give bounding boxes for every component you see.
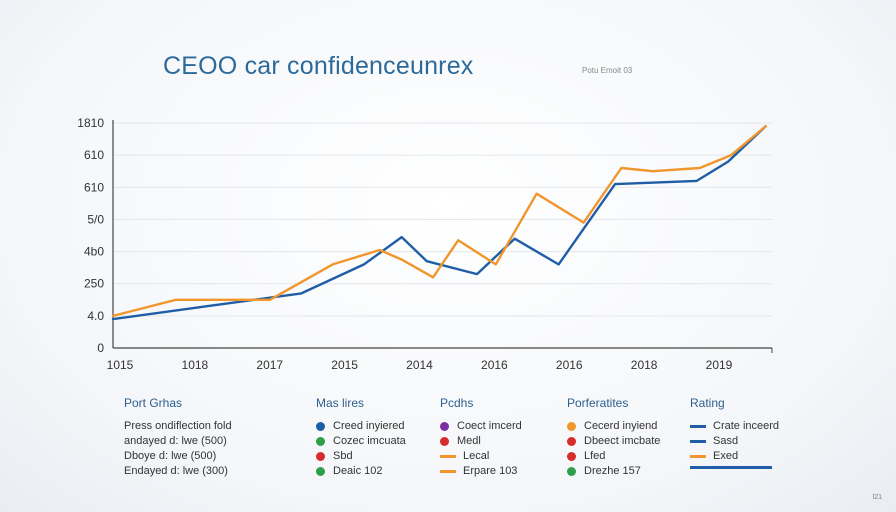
legend-item: Cecerd inyiend (567, 419, 660, 434)
legend-dot-icon (567, 437, 576, 446)
legend-item-label: Sasd (713, 435, 739, 447)
legend-column-header: Rating (690, 396, 725, 410)
y-tick-label: 250 (84, 277, 104, 291)
legend-item: Endayed d: lwe (300) (124, 464, 232, 479)
legend-item-label: Drezhe 157 (584, 465, 641, 477)
series-line-2 (111, 124, 767, 318)
legend-item: Coect imcerd (440, 419, 522, 434)
legend-item: Erpare 103 (440, 464, 522, 479)
legend-line-icon (440, 455, 456, 458)
chart-title: CEOO car confidenceunrex (163, 52, 474, 80)
legend-item-label: Sbd (333, 450, 353, 462)
legend-dot-icon (316, 452, 325, 461)
legend-item-label: andayed d: lwe (500) (124, 435, 227, 447)
legend-column: Porferatites Cecerd inyiend Dbeect imcbate… (567, 396, 660, 479)
legend-column-header: Mas lires (316, 396, 365, 410)
x-tick-label: 1018 (182, 358, 209, 372)
legend-column-header: Port Grhas (124, 396, 183, 410)
legend-item-label: Dbeect imcbate (584, 435, 661, 447)
legend-dot-icon (316, 437, 325, 446)
y-tick-label: 5/0 (87, 212, 104, 226)
y-tick-label: 610 (84, 148, 104, 162)
y-tick-label: 4.0 (87, 309, 104, 323)
y-tick-label: 4b0 (84, 245, 104, 259)
legend-item-label: Cecerd inyiend (584, 420, 658, 432)
chart-subtitle: Potu Emoit 03 (582, 66, 633, 75)
legend-item-label: Cozec imcuata (333, 435, 406, 447)
y-tick-label: 0 (97, 341, 104, 355)
legend-line-icon (440, 470, 456, 473)
legend-item: Deaic 102 (316, 464, 406, 479)
legend-dot-icon (440, 422, 449, 431)
legend-item-label: Lecal (463, 450, 490, 462)
x-tick-label: 1015 (107, 358, 134, 372)
legend-dot-icon (316, 467, 325, 476)
legend-item-label: Crate inceerd (713, 420, 780, 432)
legend-item: Exed (690, 449, 779, 464)
legend-item-label: Deaic 102 (333, 465, 383, 477)
legend-item: Medl (440, 434, 522, 449)
x-tick-label: 2015 (331, 358, 358, 372)
legend-item: Dboye d: lwe (500) (124, 449, 232, 464)
legend-dot-icon (316, 422, 325, 431)
legend-item: Creed inyiered (316, 419, 406, 434)
y-tick-label: 610 (84, 180, 104, 194)
legend-column: Mas lires Creed inyiered Cozec imcuata Sbd D… (316, 396, 406, 479)
x-tick-label: 2019 (706, 358, 733, 372)
legend-column: Rating Crate inceerd Sasd Exed (690, 396, 779, 464)
legend-item: Cozec imcuata (316, 434, 406, 449)
legend-item-label: Creed inyiered (333, 420, 405, 432)
legend-item: Drezhe 157 (567, 464, 660, 479)
legend-dot-icon (567, 452, 576, 461)
series-line-1 (111, 124, 767, 321)
legend-item: Lfed (567, 449, 660, 464)
x-tick-label: 2014 (406, 358, 433, 372)
legend-item: Lecal (440, 449, 522, 464)
legend-underline (690, 466, 772, 469)
legend-dot-icon (440, 437, 449, 446)
legend-column: Port Grhas Press ondiflection fold andayed… (124, 396, 232, 479)
legend-column: Pcdhs Coect imcerd Medl Lecal Erpare 103 (440, 396, 522, 479)
legend-item: Press ondiflection fold (124, 419, 232, 434)
corner-note: l21 (872, 494, 882, 501)
legend-column-header: Pcdhs (440, 396, 474, 410)
legend-item-label: Medl (457, 435, 481, 447)
x-tick-label: 2018 (631, 358, 658, 372)
legend-item-label: Dboye d: lwe (500) (124, 450, 217, 462)
legend-column-header: Porferatites (567, 396, 629, 410)
legend-dot-icon (567, 422, 576, 431)
legend-item-label: Erpare 103 (463, 465, 518, 477)
legend-line-icon (690, 455, 706, 458)
y-tick-label: 1810 (77, 116, 104, 130)
legend-dot-icon (567, 467, 576, 476)
legend-item-label: Press ondiflection fold (124, 420, 232, 432)
legend-item: Sbd (316, 449, 406, 464)
legend-item: andayed d: lwe (500) (124, 434, 232, 449)
legend-line-icon (690, 425, 706, 428)
x-tick-label: 2016 (556, 358, 583, 372)
legend-item: Dbeect imcbate (567, 434, 660, 449)
legend-item: Sasd (690, 434, 779, 449)
legend-item-label: Lfed (584, 450, 606, 462)
legend-line-icon (690, 440, 706, 443)
legend-item-label: Endayed d: lwe (300) (124, 465, 228, 477)
x-tick-label: 2017 (256, 358, 283, 372)
legend-item: Crate inceerd (690, 419, 779, 434)
legend-item-label: Coect imcerd (457, 420, 522, 432)
legend-item-label: Exed (713, 450, 739, 462)
x-tick-label: 2016 (481, 358, 508, 372)
